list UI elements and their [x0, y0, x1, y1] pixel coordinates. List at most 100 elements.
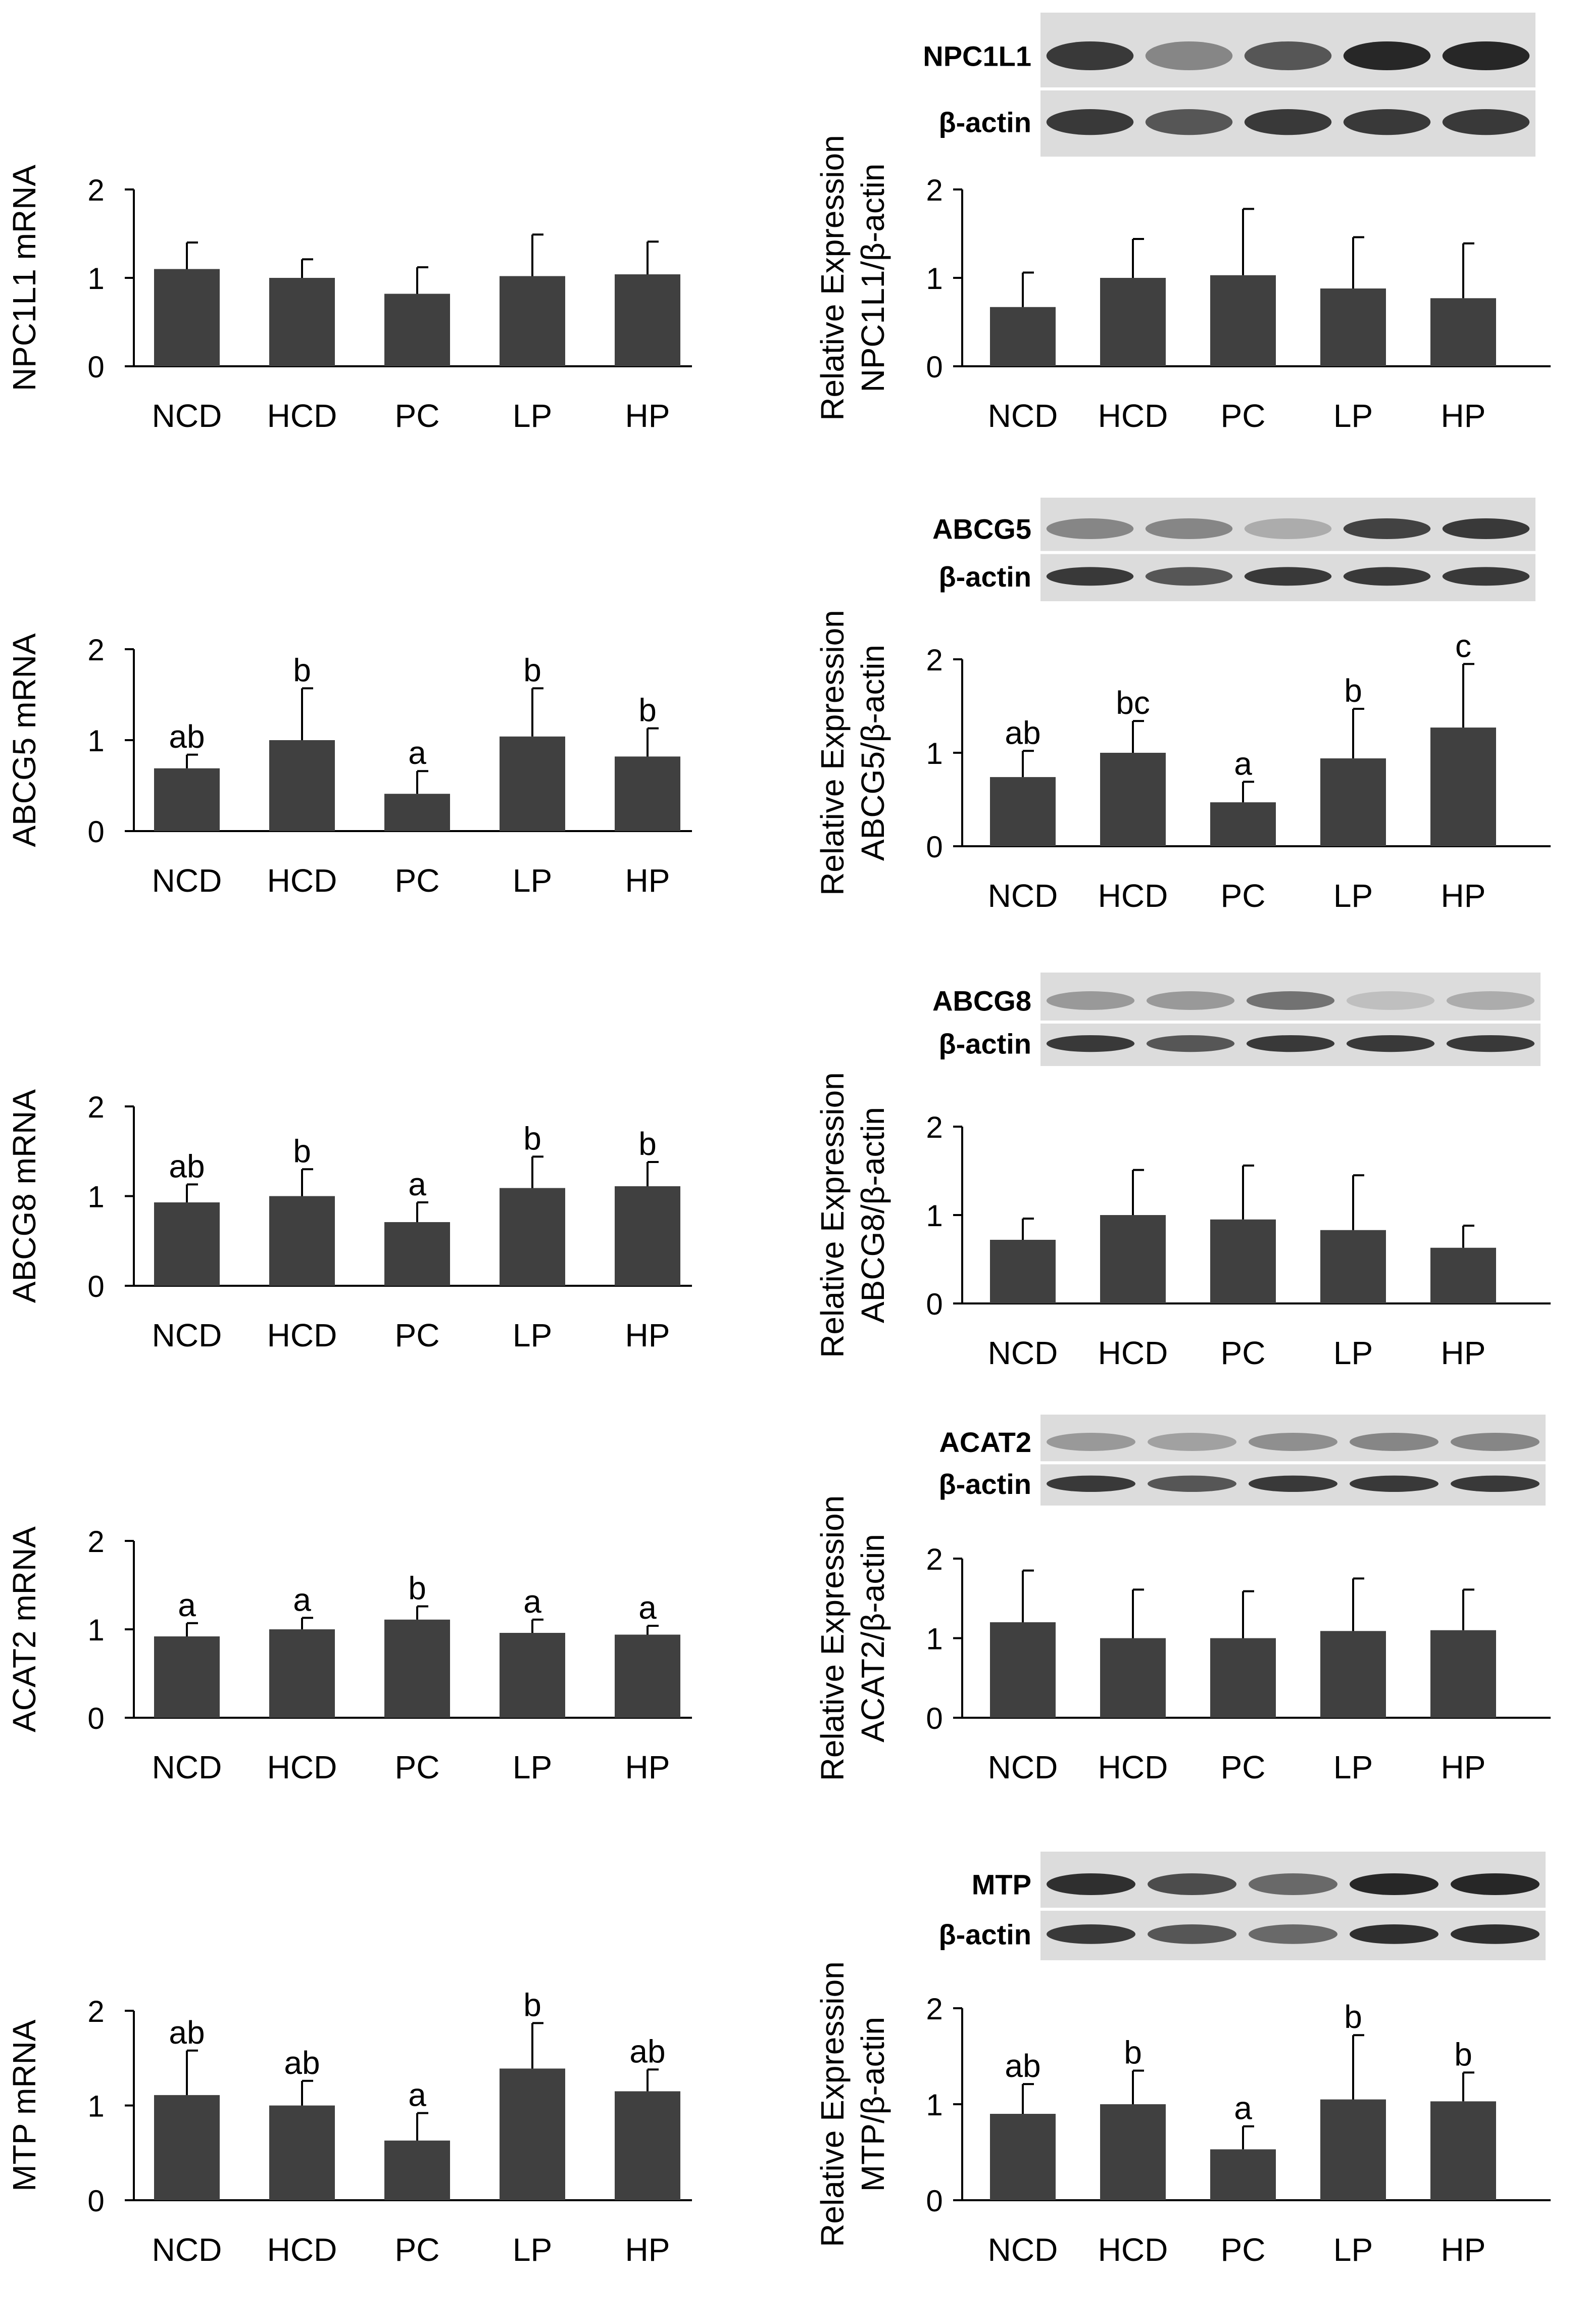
protein-band [1244, 41, 1332, 70]
category-label: LP [513, 862, 552, 899]
y-axis-label: ABCG8 mRNA [6, 1089, 42, 1303]
blot-loading-label: β-actin [938, 1918, 1031, 1950]
y-tick-label: 2 [926, 1992, 942, 2026]
blot-loading-label: β-actin [938, 1028, 1031, 1060]
y-tick-label: 0 [87, 1270, 104, 1303]
protein-band [1442, 41, 1530, 70]
category-label: PC [1221, 2232, 1266, 2268]
bar-HCD [1100, 1215, 1166, 1303]
protein-band [1046, 41, 1134, 70]
category-label: PC [1221, 878, 1266, 914]
loading-band [1442, 567, 1530, 586]
y-axis-label: MTP/β-actin [855, 2017, 891, 2192]
category-label: PC [395, 1749, 440, 1785]
y-tick-label: 0 [926, 350, 942, 384]
y-tick-label: 2 [87, 1525, 104, 1559]
protein-band [1446, 991, 1535, 1010]
significance-letter: b [523, 1987, 541, 2023]
category-label: NCD [152, 1317, 222, 1353]
chart-acat2-mrna: 0 1 2 ACAT2 mRNA a NCD a HCD b PC a LP a HP [6, 1525, 692, 1785]
western-blot-npc1l1-protein: NPC1L1 β-actin [923, 13, 1535, 157]
significance-letter: a [408, 735, 426, 771]
chart-mtp-mrna: 0 1 2 MTP mRNA ab NCD ab HCD a PC b LP ab HP [6, 1987, 692, 2268]
bar-PC [384, 1619, 450, 1718]
category-label: HCD [1098, 1749, 1168, 1785]
y-axis-label: ABCG8/β-actin [855, 1107, 891, 1323]
protein-band [1246, 991, 1335, 1010]
blot-loading-label: β-actin [938, 1468, 1031, 1500]
protein-band [1148, 1873, 1236, 1895]
y-tick-label: 1 [87, 2090, 104, 2123]
loading-band [1146, 1035, 1235, 1052]
bar-HP [1430, 728, 1496, 846]
bar-HCD [1100, 1638, 1166, 1718]
bar-LP [1320, 758, 1386, 846]
bar-NCD [154, 1202, 220, 1286]
y-tick-label: 1 [87, 1180, 104, 1214]
y-tick-label: 1 [926, 262, 942, 296]
loading-band [1046, 1035, 1135, 1052]
protein-band [1244, 518, 1332, 539]
bar-LP [500, 1633, 565, 1718]
loading-band [1343, 567, 1431, 586]
bar-NCD [990, 777, 1056, 846]
bar-PC [384, 1222, 450, 1286]
category-label: HCD [267, 862, 337, 899]
bar-HCD [269, 2105, 335, 2200]
blot-protein-label: ABCG5 [932, 513, 1031, 545]
y-axis-label: ACAT2 mRNA [6, 1526, 42, 1732]
significance-letter: a [1234, 745, 1252, 782]
y-tick-label: 0 [926, 1702, 942, 1735]
y-tick-label: 0 [926, 830, 942, 864]
category-label: NCD [152, 862, 222, 899]
loading-band [1350, 1475, 1438, 1492]
y-axis-label: ABCG5 mRNA [6, 633, 42, 847]
protein-band [1148, 1433, 1236, 1451]
bar-PC [384, 794, 450, 831]
bar-NCD [990, 307, 1056, 366]
protein-band [1046, 518, 1134, 539]
chart-abcg8-mrna: 0 1 2 ABCG8 mRNA ab NCD b HCD a PC b LP b HP [6, 1089, 692, 1353]
category-label: HP [625, 398, 670, 434]
category-label: PC [395, 2232, 440, 2268]
y-tick-label: 1 [926, 1199, 942, 1233]
y-tick-label: 2 [926, 173, 942, 207]
category-label: NCD [988, 878, 1058, 914]
bar-LP [1320, 1230, 1386, 1303]
loading-band [1244, 567, 1332, 586]
y-axis-label: NPC1L1 mRNA [6, 165, 42, 391]
loading-band [1451, 1475, 1540, 1492]
protein-band [1145, 41, 1233, 70]
y-axis-label: ACAT2/β-actin [855, 1534, 891, 1742]
bar-HP [615, 756, 680, 831]
y-tick-label: 2 [87, 173, 104, 207]
category-label: NCD [988, 398, 1058, 434]
y-tick-label: 1 [87, 724, 104, 758]
category-label: NCD [988, 2232, 1058, 2268]
category-label: LP [1333, 1335, 1373, 1371]
bar-HCD [269, 278, 335, 366]
loading-band [1046, 567, 1134, 586]
significance-letter: ab [169, 718, 205, 755]
protein-band [1047, 1433, 1135, 1451]
y-tick-label: 2 [87, 1090, 104, 1124]
category-label: PC [1221, 398, 1266, 434]
category-label: LP [1333, 878, 1373, 914]
bar-NCD [154, 2095, 220, 2200]
loading-band [1046, 109, 1134, 135]
protein-band [1343, 41, 1431, 70]
y-tick-label: 0 [926, 1287, 942, 1321]
western-blot-acat2-protein: ACAT2 β-actin [938, 1415, 1546, 1506]
category-label: LP [1333, 2232, 1373, 2268]
bar-HCD [1100, 2104, 1166, 2200]
y-axis-label: NPC1L1/β-actin [855, 164, 891, 393]
y-axis-label: Relative Expression [814, 1072, 851, 1358]
significance-letter: a [178, 1587, 196, 1623]
y-tick-label: 2 [926, 643, 942, 677]
loading-band [1145, 567, 1233, 586]
blot-protein-label: NPC1L1 [923, 40, 1031, 72]
protein-band [1249, 1873, 1337, 1895]
significance-letter: b [408, 1570, 426, 1607]
y-axis-label: Relative Expression [814, 1961, 851, 2247]
